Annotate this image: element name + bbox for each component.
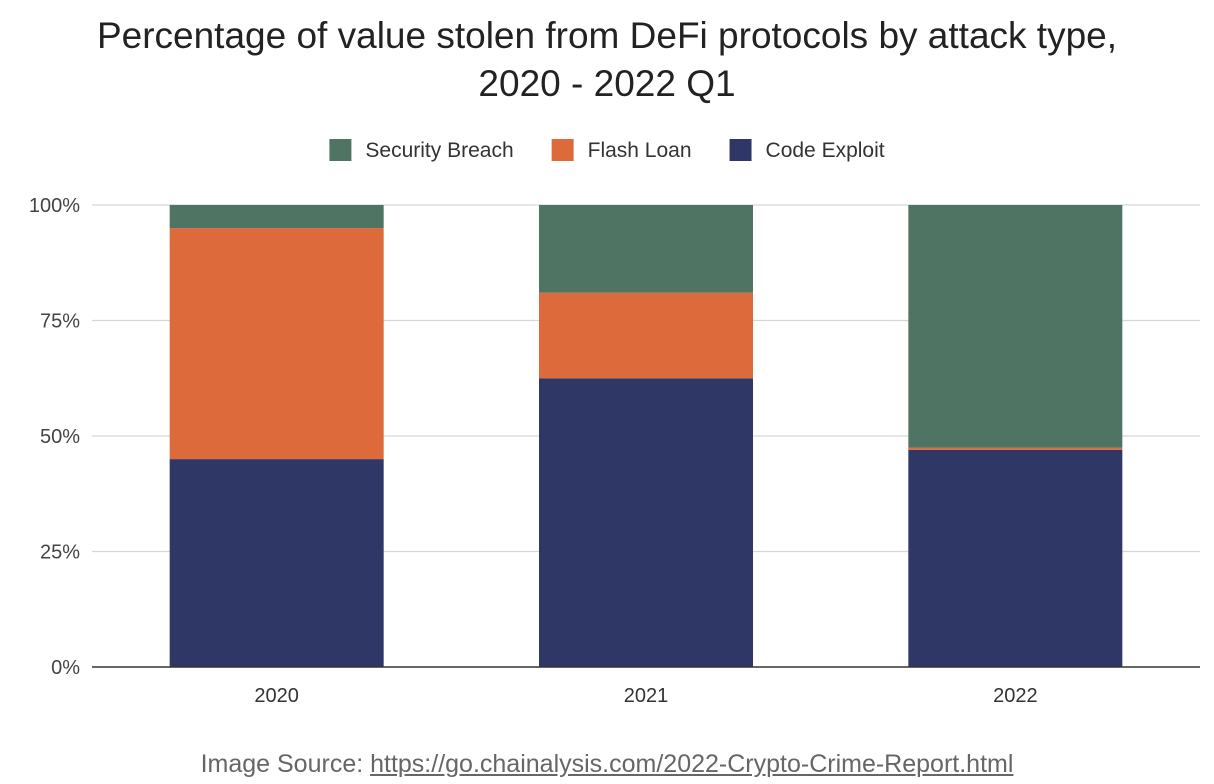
legend-label-flash-loan: Flash Loan bbox=[588, 139, 692, 162]
chart-title-line-2: 2020 - 2022 Q1 bbox=[478, 63, 736, 104]
bar-segment-security-breach bbox=[169, 205, 384, 229]
legend-label-security-breach: Security Breach bbox=[365, 139, 513, 162]
bar-segment-security-breach bbox=[908, 205, 1123, 448]
bar-segment-flash-loan bbox=[169, 228, 384, 460]
bar-segment-security-breach bbox=[539, 205, 753, 293]
x-tick-label: 2020 bbox=[254, 685, 299, 707]
legend-label-code-exploit: Code Exploit bbox=[766, 139, 885, 162]
legend-swatch-security-breach bbox=[329, 139, 352, 161]
chart-title: Percentage of value stolen from DeFi pro… bbox=[0, 12, 1214, 108]
image-source-link[interactable]: https://go.chainalysis.com/2022-Crypto-C… bbox=[370, 750, 1014, 778]
bar-segment-code-exploit bbox=[908, 449, 1123, 667]
y-tick-label: 0% bbox=[51, 657, 80, 679]
bar-segment-code-exploit bbox=[169, 459, 384, 667]
y-tick-label: 75% bbox=[40, 311, 80, 333]
y-tick-label: 100% bbox=[29, 195, 80, 217]
image-source: Image Source: https://go.chainalysis.com… bbox=[0, 746, 1214, 782]
legend-swatch-flash-loan bbox=[551, 139, 574, 161]
stacked-bar-chart: 0% 25% 50% 75% 100% 2020 2021 2022 Security Brea… bbox=[29, 139, 1200, 707]
bar-segment-flash-loan bbox=[539, 292, 753, 379]
y-tick-label: 50% bbox=[40, 426, 80, 448]
bar-segment-code-exploit bbox=[539, 378, 753, 667]
chart-title-line-1: Percentage of value stolen from DeFi pro… bbox=[96, 15, 1118, 56]
y-tick-label: 25% bbox=[40, 542, 80, 564]
bar-segment-flash-loan bbox=[908, 447, 1123, 450]
legend-swatch-code-exploit bbox=[729, 139, 752, 161]
image-source-prefix: Image Source: bbox=[200, 750, 371, 778]
x-tick-label: 2021 bbox=[624, 685, 669, 707]
x-tick-label: 2022 bbox=[993, 685, 1038, 707]
